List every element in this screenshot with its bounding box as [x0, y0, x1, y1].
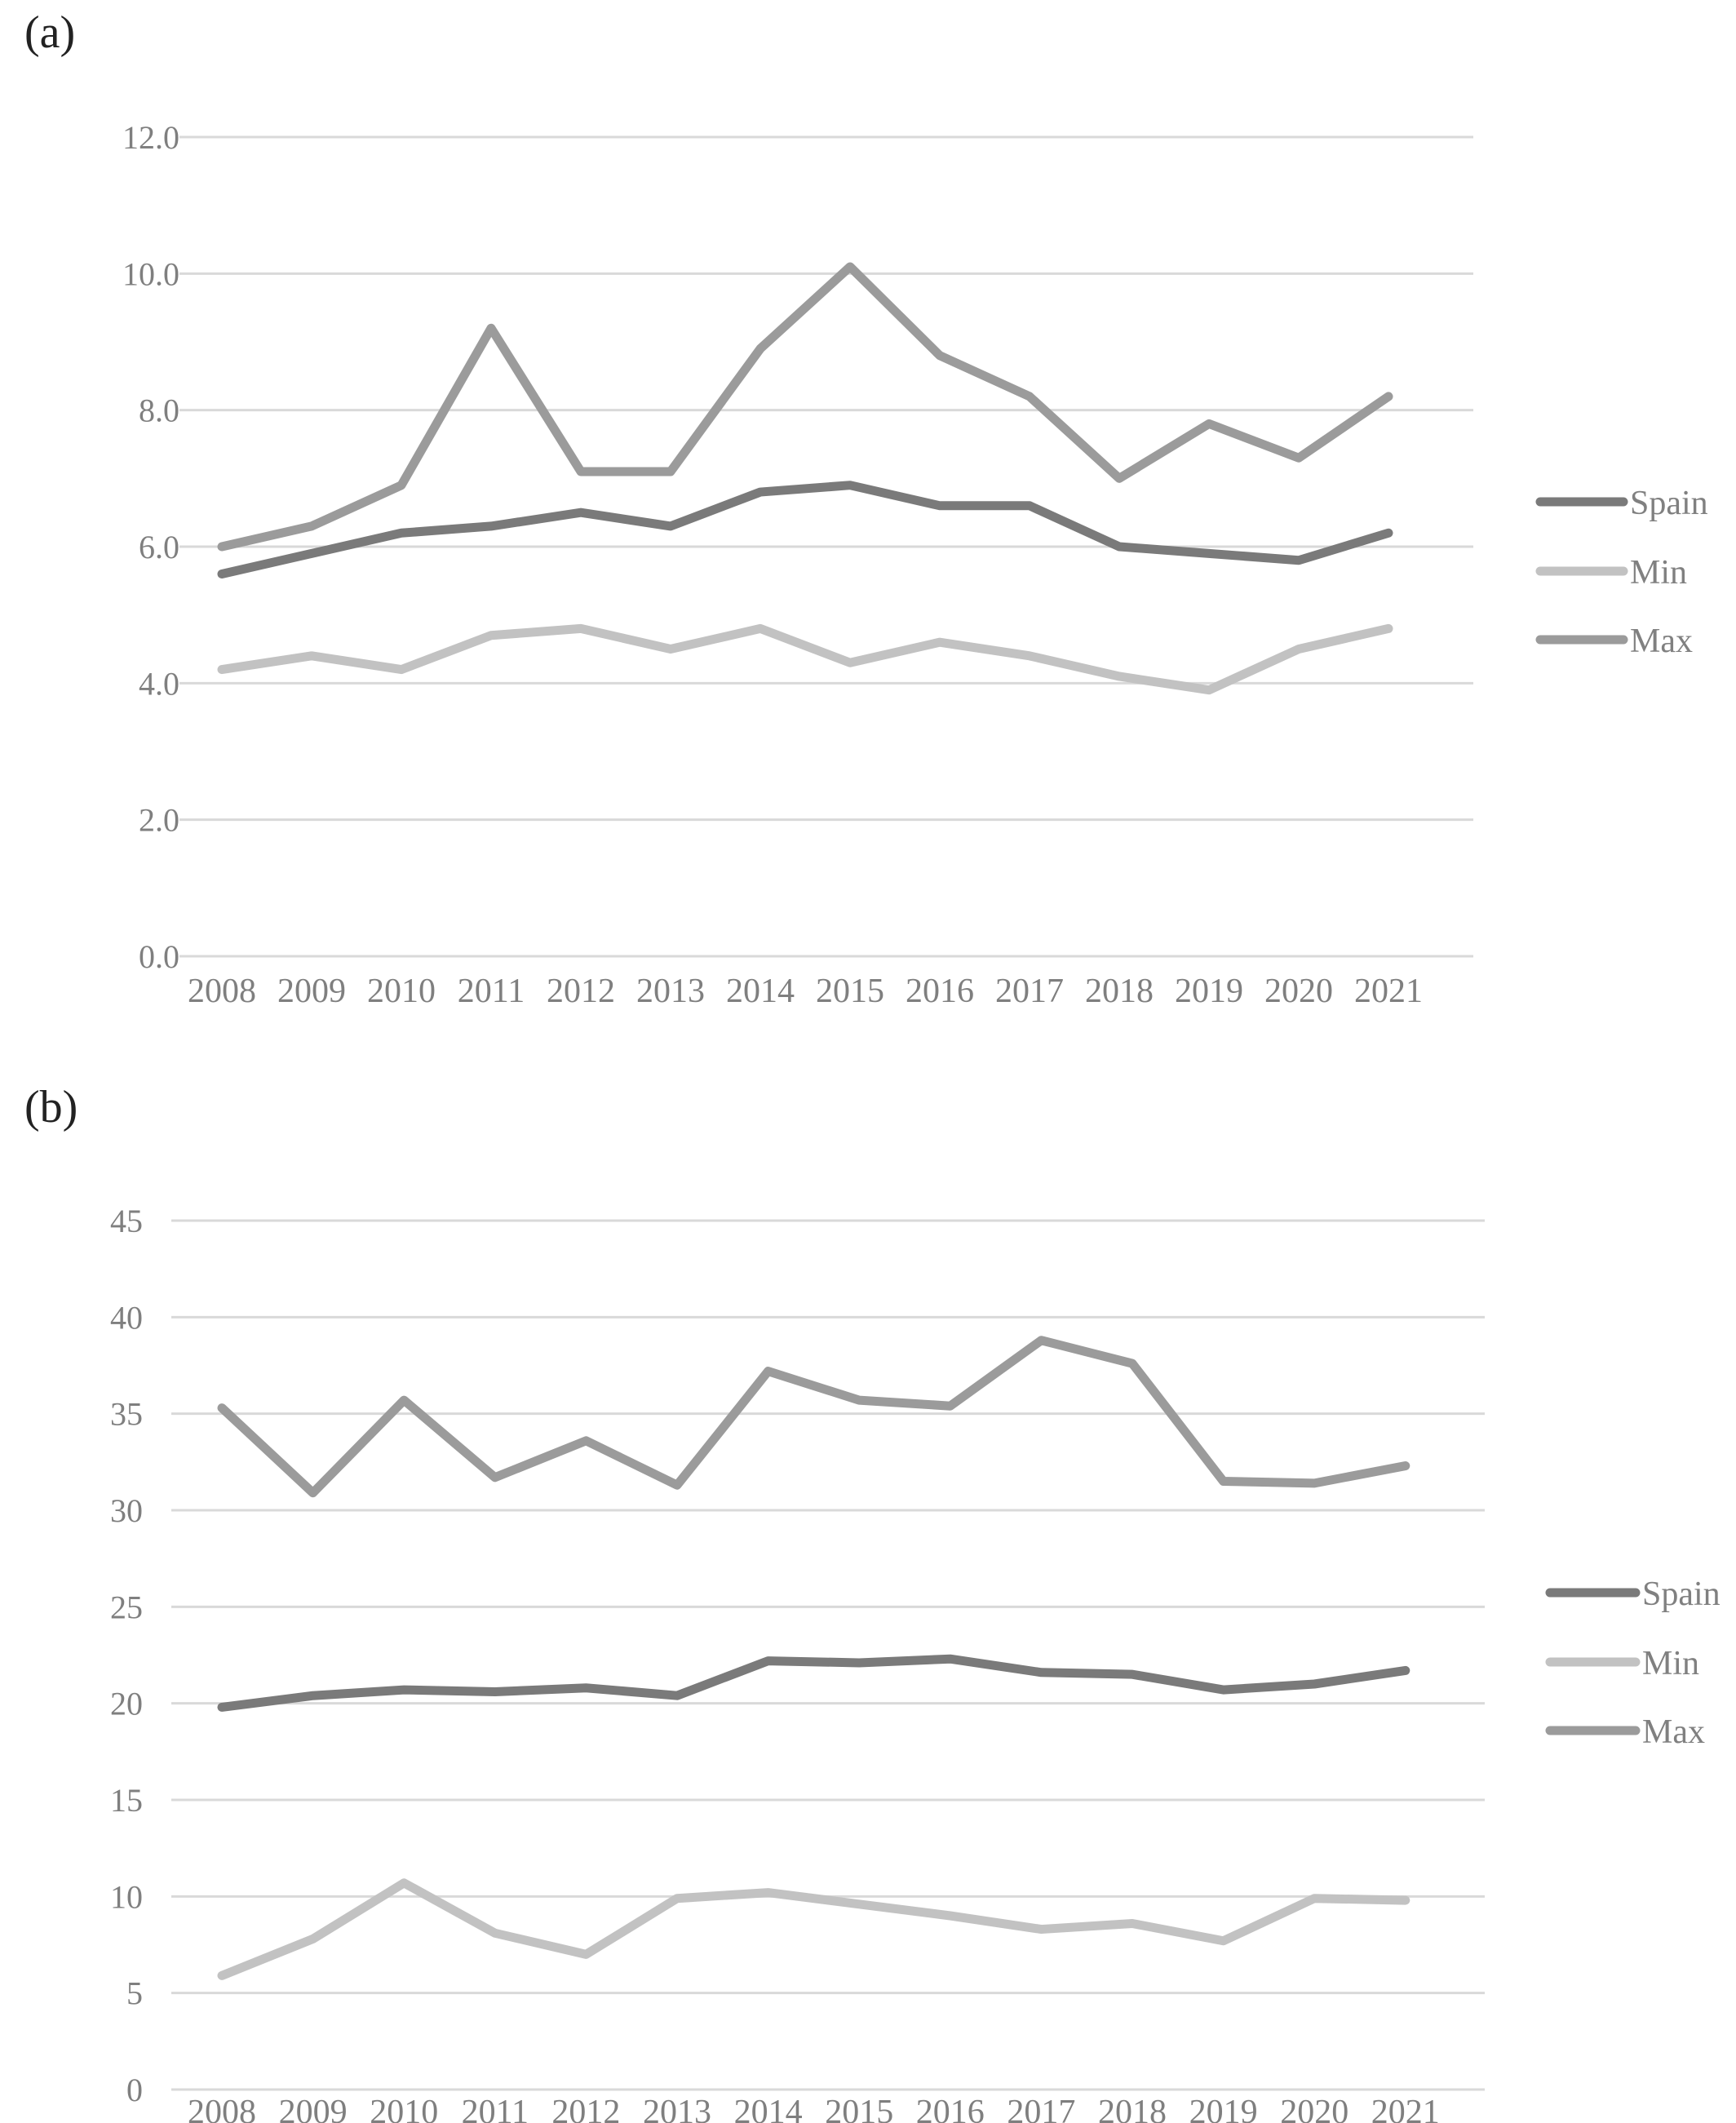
x-tick-label: 2011 — [458, 973, 525, 1010]
x-tick-label: 2015 — [816, 973, 884, 1010]
y-tick-label: 4.0 — [139, 665, 179, 702]
y-tick-label: 30 — [110, 1492, 143, 1529]
x-tick-label: 2018 — [1085, 973, 1154, 1010]
y-tick-label: 8.0 — [139, 392, 179, 429]
x-tick-label: 2009 — [277, 973, 346, 1010]
y-tick-label: 15 — [110, 1782, 143, 1819]
legend-label-max: Max — [1642, 1713, 1705, 1751]
x-tick-label: 2015 — [825, 2094, 893, 2123]
x-tick-label: 2018 — [1098, 2094, 1167, 2123]
x-tick-label: 2017 — [1007, 2094, 1075, 2123]
x-tick-label: 2012 — [547, 973, 615, 1010]
x-tick-label: 2009 — [279, 2094, 348, 2123]
series-line-max — [217, 262, 1393, 552]
series-line-spain — [217, 1654, 1410, 1712]
x-tick-label: 2017 — [995, 973, 1064, 1010]
x-tick-label: 2019 — [1175, 973, 1243, 1010]
y-tick-label: 35 — [110, 1396, 143, 1433]
x-tick-label: 2016 — [906, 973, 974, 1010]
panel-label-a: (a) — [24, 7, 76, 58]
x-tick-label: 2011 — [462, 2094, 529, 2123]
x-tick-label: 2013 — [636, 973, 705, 1010]
x-tick-label: 2010 — [370, 2094, 438, 2123]
series-line-min — [217, 1878, 1410, 1980]
x-tick-label: 2014 — [734, 2094, 803, 2123]
y-tick-label: 45 — [110, 1203, 143, 1239]
x-tick-label: 2010 — [367, 973, 436, 1010]
x-tick-label: 2020 — [1280, 2094, 1348, 2123]
y-tick-label: 0 — [126, 2072, 143, 2108]
x-tick-label: 2020 — [1264, 973, 1333, 1010]
legend-label-spain: Spain — [1642, 1576, 1720, 1613]
legend-label-min: Min — [1630, 554, 1687, 592]
series-line-min — [217, 623, 1393, 695]
x-tick-label: 2008 — [188, 2094, 256, 2123]
x-tick-label: 2008 — [188, 973, 256, 1010]
x-tick-label: 2019 — [1189, 2094, 1258, 2123]
y-tick-label: 10.0 — [122, 255, 179, 292]
x-tick-label: 2013 — [643, 2094, 711, 2123]
x-tick-label: 2014 — [726, 973, 795, 1010]
y-tick-label: 12.0 — [122, 119, 179, 156]
chart-a: 0.0 2.0 4.0 6.0 8.0 10.0 12.0 2008 2009 2010 2011 2… — [122, 119, 1708, 1010]
y-tick-label: 40 — [110, 1299, 143, 1336]
series-line-spain — [217, 481, 1393, 578]
legend-label-min: Min — [1642, 1645, 1699, 1682]
x-tick-label: 2012 — [551, 2094, 620, 2123]
y-tick-label: 5 — [126, 1975, 143, 2012]
legend-label-spain: Spain — [1630, 485, 1708, 522]
chart-b: 0 5 10 15 20 25 30 35 40 45 2008 2009 2010 2011 2012 20… — [110, 1203, 1720, 2123]
legend-label-max: Max — [1630, 623, 1693, 660]
x-tick-label: 2021 — [1371, 2094, 1440, 2123]
series-line-max — [217, 1336, 1410, 1498]
y-tick-label: 25 — [110, 1589, 143, 1625]
y-tick-label: 0.0 — [139, 938, 179, 975]
x-tick-label: 2016 — [916, 2094, 985, 2123]
y-tick-label: 20 — [110, 1686, 143, 1722]
y-tick-label: 2.0 — [139, 802, 179, 839]
x-tick-label: 2021 — [1354, 973, 1423, 1010]
y-tick-label: 6.0 — [139, 529, 179, 565]
y-tick-label: 10 — [110, 1878, 143, 1915]
panel-label-b: (b) — [24, 1082, 78, 1132]
